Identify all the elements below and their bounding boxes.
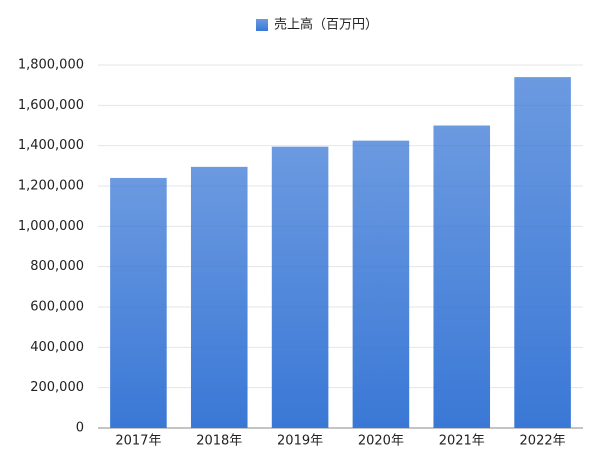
bar [190, 166, 248, 428]
y-tick-label: 200,000 [30, 380, 84, 395]
legend-swatch [256, 19, 268, 31]
bar [433, 125, 491, 428]
y-tick-label: 400,000 [30, 340, 84, 355]
y-tick-label: 800,000 [30, 259, 84, 274]
y-tick-label: 0 [76, 421, 84, 436]
bar [271, 146, 329, 429]
x-tick-label: 2021年 [439, 434, 485, 449]
y-tick-label: 1,000,000 [18, 219, 84, 234]
x-tick-label: 2020年 [358, 434, 404, 449]
y-tick-label: 1,200,000 [18, 179, 84, 194]
bar [514, 77, 571, 428]
y-tick-label: 600,000 [30, 300, 84, 315]
bar [110, 177, 167, 428]
x-tick-label: 2018年 [196, 434, 242, 449]
y-tick-label: 1,800,000 [18, 58, 84, 73]
legend-label: 売上高（百万円） [274, 17, 378, 33]
bar [352, 140, 410, 428]
x-tick-label: 2022年 [520, 434, 566, 449]
x-tick-label: 2017年 [115, 434, 161, 449]
y-tick-label: 1,600,000 [18, 98, 84, 113]
x-tick-label: 2019年 [277, 434, 323, 449]
y-tick-label: 1,400,000 [18, 138, 84, 153]
